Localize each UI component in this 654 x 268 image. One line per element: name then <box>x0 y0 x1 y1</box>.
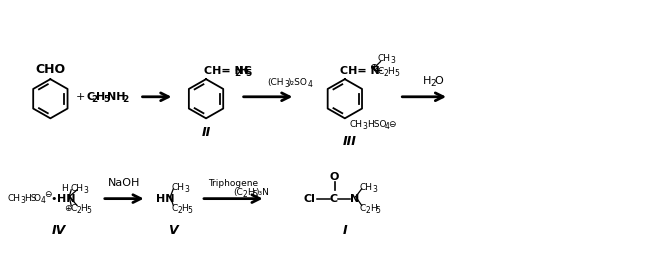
Text: C: C <box>86 92 94 102</box>
Text: 5: 5 <box>252 190 258 199</box>
Text: 4: 4 <box>307 80 312 89</box>
Text: 3: 3 <box>83 186 88 195</box>
Text: IV: IV <box>52 224 67 237</box>
Text: Cl: Cl <box>303 194 315 204</box>
Text: 3: 3 <box>363 122 368 131</box>
Text: 3: 3 <box>373 185 377 194</box>
Text: I: I <box>343 224 347 237</box>
Text: )₂SO: )₂SO <box>287 78 307 87</box>
Text: 2: 2 <box>243 190 247 199</box>
Text: III: III <box>343 135 356 148</box>
Text: 2: 2 <box>233 69 240 78</box>
Text: •: • <box>50 194 57 204</box>
Text: HN: HN <box>58 194 76 204</box>
Text: 2: 2 <box>366 206 370 215</box>
Text: 3: 3 <box>21 196 26 205</box>
Text: 5: 5 <box>375 206 381 215</box>
Text: +: + <box>76 92 86 102</box>
Text: CHO: CHO <box>35 63 65 76</box>
Text: HS: HS <box>25 194 37 203</box>
Text: II: II <box>201 126 211 139</box>
Text: 2: 2 <box>430 79 436 88</box>
Text: 3: 3 <box>390 57 395 65</box>
Text: 2: 2 <box>122 95 128 104</box>
Text: 3: 3 <box>284 80 289 89</box>
Text: CH= NC: CH= NC <box>204 66 252 76</box>
Text: (CH: (CH <box>267 78 284 87</box>
Text: C: C <box>360 204 366 213</box>
Text: 3: 3 <box>184 185 189 194</box>
Text: H: H <box>181 204 188 213</box>
Text: C: C <box>377 67 384 76</box>
Text: ⊕: ⊕ <box>369 62 377 72</box>
Text: HSO: HSO <box>367 120 386 129</box>
Text: )₃N: )₃N <box>256 188 269 197</box>
Text: H: H <box>387 67 394 76</box>
Text: ⊖: ⊖ <box>388 120 396 129</box>
Text: O: O <box>434 76 443 86</box>
Text: C: C <box>330 194 338 204</box>
Text: 2: 2 <box>177 206 182 215</box>
Text: C: C <box>70 204 77 213</box>
Text: H: H <box>247 188 254 197</box>
Text: 2: 2 <box>91 95 97 104</box>
Text: 4: 4 <box>385 122 389 131</box>
Text: H: H <box>423 76 432 86</box>
Text: Triphogene: Triphogene <box>208 179 258 188</box>
Text: CH: CH <box>377 54 390 64</box>
Text: ⊕: ⊕ <box>64 204 72 213</box>
Text: CH: CH <box>8 194 21 203</box>
Text: ⊖: ⊖ <box>44 190 52 199</box>
Text: CH: CH <box>70 184 83 193</box>
Text: 5: 5 <box>86 206 91 215</box>
Text: CH: CH <box>350 120 363 129</box>
Text: 5: 5 <box>187 206 192 215</box>
Text: 2: 2 <box>76 206 81 215</box>
Text: H: H <box>61 184 68 193</box>
Text: C: C <box>171 204 178 213</box>
Text: CH: CH <box>171 183 184 192</box>
Text: H: H <box>239 66 248 76</box>
Text: HN: HN <box>156 194 175 204</box>
Text: H: H <box>96 92 105 102</box>
Text: CH= N: CH= N <box>340 66 379 76</box>
Text: (C: (C <box>233 188 243 197</box>
Text: NaOH: NaOH <box>107 178 140 188</box>
Text: H: H <box>80 204 87 213</box>
Text: 4: 4 <box>41 196 45 205</box>
Text: O: O <box>33 194 41 203</box>
Text: 5: 5 <box>103 95 109 104</box>
Text: O: O <box>329 172 339 182</box>
Text: NH: NH <box>107 92 126 102</box>
Text: 2: 2 <box>383 69 388 78</box>
Text: 5: 5 <box>246 69 252 78</box>
Text: N: N <box>350 194 359 204</box>
Text: H: H <box>370 204 377 213</box>
Text: V: V <box>169 224 178 237</box>
Text: 5: 5 <box>394 69 400 78</box>
Text: CH: CH <box>360 183 373 192</box>
